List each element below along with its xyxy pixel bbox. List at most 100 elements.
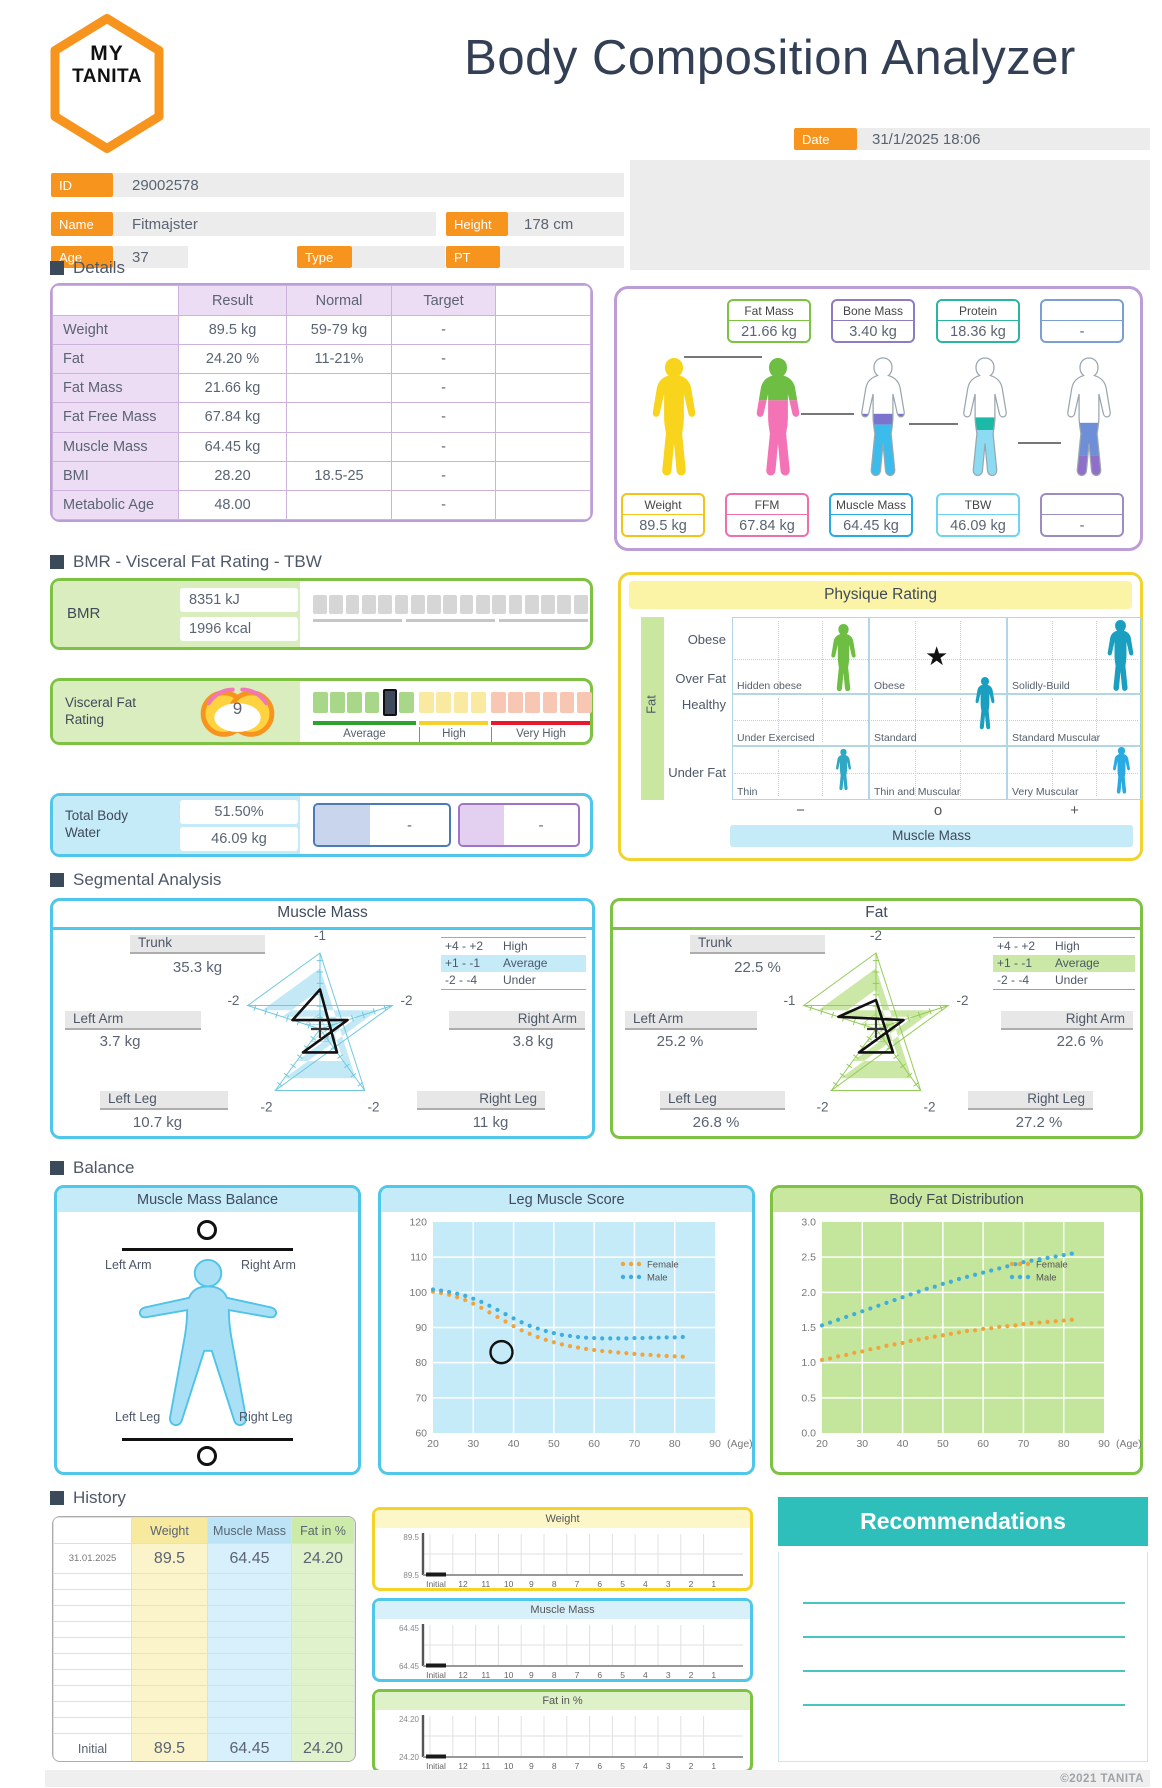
svg-text:(Age): (Age) bbox=[727, 1438, 753, 1450]
svg-text:3: 3 bbox=[666, 1670, 671, 1680]
trunk-label: Trunk bbox=[690, 935, 825, 954]
empty-bottom-box: - bbox=[1040, 493, 1124, 537]
svg-text:80: 80 bbox=[415, 1357, 427, 1369]
bmr-gauge-square bbox=[313, 595, 327, 614]
left-leg-value: 10.7 kg bbox=[132, 1114, 183, 1131]
svg-text:40: 40 bbox=[897, 1438, 909, 1450]
svg-text:1.0: 1.0 bbox=[801, 1357, 816, 1369]
physique-rating-panel: Physique Rating Fat Obese Over Fat Healt… bbox=[618, 572, 1143, 861]
svg-text:2: 2 bbox=[689, 1670, 694, 1680]
tbw-gauge-2: - bbox=[458, 803, 580, 847]
tbw-label: Total Body Water bbox=[65, 808, 129, 840]
svg-text:120: 120 bbox=[409, 1217, 427, 1229]
page-title: Body Composition Analyzer bbox=[464, 31, 1076, 85]
dotted-line bbox=[959, 621, 961, 690]
fat-radar-chart: -2 -1 -2 -2 -2 bbox=[783, 928, 968, 1115]
mmb-right-leg-label: Right Leg bbox=[239, 1410, 293, 1424]
balance-section-title: Balance bbox=[73, 1158, 135, 1177]
legend-under: -2 - -4 Under bbox=[445, 973, 536, 987]
tbw-panel: Total Body Water 51.50% 46.09 kg - - bbox=[50, 793, 593, 857]
segmental-section-title: Segmental Analysis bbox=[73, 870, 222, 889]
connector-line bbox=[909, 423, 958, 425]
tbw-percent: 51.50% bbox=[180, 800, 298, 824]
bmr-gauge-underline bbox=[313, 619, 402, 622]
tbw-kg: 46.09 kg bbox=[180, 827, 298, 851]
svg-text:6: 6 bbox=[597, 1579, 602, 1589]
svg-text:24.20: 24.20 bbox=[399, 1753, 420, 1762]
vfr-zone-average: Average bbox=[343, 728, 386, 740]
history-fat-chart-panel: Fat in % 24.20 24.20 Initial 12 11 10 9 8 7 6 5 4 3 2… bbox=[372, 1689, 753, 1773]
history-empty-row bbox=[53, 1637, 355, 1654]
bmr-gauge-underline bbox=[406, 619, 495, 622]
svg-text:8: 8 bbox=[552, 1761, 557, 1771]
history-initial-row: Initial 89.5 64.45 24.20 bbox=[53, 1733, 355, 1761]
cell-hidden-obese: Hidden obese bbox=[732, 617, 869, 694]
ffm-box: FFM 67.84 kg bbox=[725, 493, 809, 537]
identity-gray-block bbox=[630, 160, 1150, 270]
svg-text:80: 80 bbox=[669, 1438, 681, 1450]
svg-text:20: 20 bbox=[427, 1438, 439, 1450]
bmr-gauge-square bbox=[475, 595, 490, 614]
svg-text:10: 10 bbox=[504, 1761, 514, 1771]
details-section-title: Details bbox=[73, 258, 125, 277]
svg-text:4: 4 bbox=[643, 1670, 648, 1680]
visceral-fat-panel: Visceral Fat Rating 9 Average High Very … bbox=[50, 678, 593, 745]
svg-text:12: 12 bbox=[458, 1761, 468, 1771]
body-fat-distribution-panel: Body Fat Distribution 20 30 40 50 60 70 80 90 (A… bbox=[770, 1185, 1143, 1475]
dotted-line bbox=[1051, 621, 1053, 690]
cell-obese: Obese bbox=[869, 617, 1007, 694]
section-square-icon bbox=[50, 555, 64, 569]
history-empty-row bbox=[53, 1685, 355, 1702]
bmr-section-title: BMR - Visceral Fat Rating - TBW bbox=[73, 552, 322, 571]
history-empty-row bbox=[53, 1653, 355, 1670]
svg-text:Initial: Initial bbox=[426, 1670, 446, 1680]
balance-section-header: Balance bbox=[50, 1158, 134, 1178]
history-row: 31.01.2025 89.5 64.45 24.20 bbox=[53, 1543, 355, 1574]
dotted-line bbox=[822, 621, 824, 690]
belly-icon bbox=[200, 687, 275, 737]
thin-figure-icon bbox=[836, 748, 851, 791]
muscle-legend: +4 - +2 High +1 - -1 Average -2 - -4 Under bbox=[441, 937, 586, 990]
vfr-scale-square bbox=[576, 692, 592, 713]
standard-figure-icon bbox=[975, 677, 995, 730]
left-arm-label: Left Arm bbox=[625, 1011, 757, 1030]
history-muscle-chart-panel: Muscle Mass 64.45 64.45 Initial 12 11 10 9 8 7 6 5… bbox=[372, 1598, 753, 1682]
vfr-scale-square bbox=[364, 692, 380, 713]
svg-text:40: 40 bbox=[508, 1438, 520, 1450]
vfr-value: 9 bbox=[232, 699, 243, 718]
history-empty-row bbox=[53, 1669, 355, 1686]
right-arm-value: 3.8 kg bbox=[512, 1033, 554, 1050]
details-row-muscle-mass: Muscle Mass 64.45 kg - bbox=[52, 431, 591, 462]
svg-text:6: 6 bbox=[597, 1761, 602, 1771]
history-header-row: Weight Muscle Mass Fat in % bbox=[53, 1517, 355, 1544]
trunk-value: 22.5 % bbox=[734, 959, 781, 976]
balance-indicator-circle bbox=[197, 1446, 217, 1466]
left-arm-value: 3.7 kg bbox=[99, 1033, 141, 1050]
svg-text:7: 7 bbox=[575, 1579, 580, 1589]
history-empty-row bbox=[53, 1573, 355, 1590]
svg-text:10: 10 bbox=[504, 1579, 514, 1589]
svg-text:11: 11 bbox=[481, 1579, 490, 1589]
vfr-bar-very-high bbox=[491, 721, 590, 725]
recommendations-body bbox=[778, 1552, 1148, 1762]
vfr-scale-square bbox=[436, 692, 452, 713]
bmr-gauge-square bbox=[378, 595, 393, 614]
solidly-build-figure-icon bbox=[1107, 620, 1134, 691]
segmental-section-header: Segmental Analysis bbox=[50, 870, 221, 890]
bmr-gauge-square bbox=[394, 595, 409, 614]
name-bar bbox=[113, 212, 436, 236]
cell-solidly-build: Solidly-Build bbox=[1007, 617, 1142, 694]
bone-mass-figure-icon bbox=[861, 357, 905, 477]
svg-text:89.5: 89.5 bbox=[403, 1533, 419, 1542]
leg-muscle-score-chart: 20 30 40 50 60 70 80 90 (Age) 120 110 100 90 80 70 60 Ma… bbox=[409, 1217, 753, 1451]
svg-text:5: 5 bbox=[620, 1579, 625, 1589]
svg-text:2.5: 2.5 bbox=[801, 1252, 816, 1264]
svg-text:7: 7 bbox=[575, 1670, 580, 1680]
details-header-row: Result Normal Target bbox=[52, 285, 591, 316]
height-label: Height bbox=[446, 212, 508, 236]
svg-text:5: 5 bbox=[620, 1670, 625, 1680]
svg-text:1: 1 bbox=[711, 1761, 716, 1771]
section-square-icon bbox=[50, 873, 64, 887]
physique-row-overfat: Over Fat bbox=[675, 671, 726, 686]
svg-text:8: 8 bbox=[552, 1670, 557, 1680]
